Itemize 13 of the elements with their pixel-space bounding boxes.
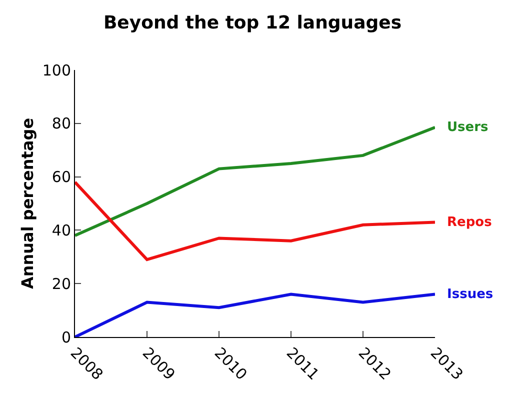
y-tick-label: 40 [52,221,71,240]
line-series [75,126,435,238]
line-series [75,180,435,262]
y-tick-label: 100 [42,61,71,80]
series-label: Issues [447,287,494,302]
series-label: Users [447,120,489,135]
y-tick-label: 60 [52,168,71,186]
series-label: Repos [447,215,492,230]
y-tick-label: 80 [52,114,71,133]
y-axis-title: Annual percentage [18,118,37,290]
y-tick-label: 20 [52,274,71,293]
chart-title: Beyond the top 12 languages [103,12,402,34]
y-tick-label: 0 [61,328,71,346]
